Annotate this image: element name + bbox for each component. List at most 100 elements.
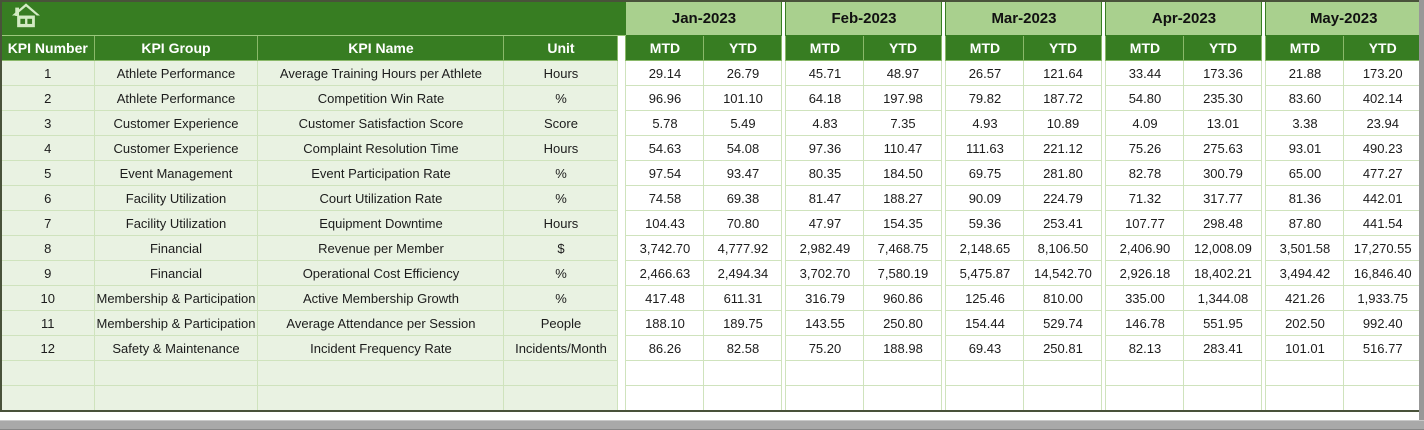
cell-empty[interactable] [1183, 385, 1263, 411]
cell-value[interactable]: 86.26 [625, 335, 705, 361]
cell-kpi-number[interactable]: 12 [0, 335, 95, 361]
cell-value[interactable]: 96.96 [625, 85, 705, 111]
cell-unit[interactable]: Score [503, 110, 619, 136]
header-feb-ytd[interactable]: YTD [863, 35, 943, 61]
cell-empty[interactable] [1183, 360, 1263, 386]
cell-empty[interactable] [785, 385, 865, 411]
cell-empty[interactable] [1023, 360, 1103, 386]
cell-value[interactable]: 300.79 [1183, 160, 1263, 186]
cell-value[interactable]: 110.47 [863, 135, 943, 161]
cell-value[interactable]: 3,702.70 [785, 260, 865, 286]
cell-value[interactable]: 29.14 [625, 60, 705, 86]
cell-unit[interactable]: $ [503, 235, 619, 261]
cell-kpi-group[interactable]: Athlete Performance [93, 85, 259, 111]
cell-value[interactable]: 101.10 [703, 85, 783, 111]
cell-value[interactable]: 154.35 [863, 210, 943, 236]
cell-value[interactable]: 82.58 [703, 335, 783, 361]
cell-empty[interactable] [1265, 385, 1345, 411]
cell-value[interactable]: 5,475.87 [945, 260, 1025, 286]
cell-value[interactable]: 442.01 [1343, 185, 1423, 211]
cell-value[interactable]: 224.79 [1023, 185, 1103, 211]
cell-value[interactable]: 97.54 [625, 160, 705, 186]
month-header-apr[interactable]: Apr-2023 [1105, 0, 1263, 36]
cell-value[interactable]: 283.41 [1183, 335, 1263, 361]
cell-unit[interactable]: % [503, 260, 619, 286]
cell-kpi-group[interactable]: Membership & Participation [93, 310, 259, 336]
cell-value[interactable]: 69.43 [945, 335, 1025, 361]
cell-value[interactable]: 250.81 [1023, 335, 1103, 361]
header-mar-mtd[interactable]: MTD [945, 35, 1025, 61]
cell-value[interactable]: 71.32 [1105, 185, 1185, 211]
cell-value[interactable]: 250.80 [863, 310, 943, 336]
vertical-scrollbar[interactable] [1419, 0, 1424, 420]
cell-value[interactable]: 188.10 [625, 310, 705, 336]
cell-value[interactable]: 125.46 [945, 285, 1025, 311]
cell-kpi-group[interactable]: Facility Utilization [93, 185, 259, 211]
cell-kpi-name[interactable]: Average Training Hours per Athlete [257, 60, 505, 86]
cell-kpi-name[interactable]: Court Utilization Rate [257, 185, 505, 211]
month-header-feb[interactable]: Feb-2023 [785, 0, 943, 36]
cell-empty[interactable] [257, 360, 505, 386]
cell-value[interactable]: 54.80 [1105, 85, 1185, 111]
cell-value[interactable]: 317.77 [1183, 185, 1263, 211]
cell-empty[interactable] [945, 360, 1025, 386]
cell-value[interactable]: 3.38 [1265, 110, 1345, 136]
cell-value[interactable]: 81.47 [785, 185, 865, 211]
cell-value[interactable]: 82.13 [1105, 335, 1185, 361]
cell-kpi-group[interactable]: Customer Experience [93, 135, 259, 161]
cell-value[interactable]: 2,466.63 [625, 260, 705, 286]
cell-value[interactable]: 402.14 [1343, 85, 1423, 111]
header-kpi-number[interactable]: KPI Number [0, 35, 95, 61]
cell-kpi-group[interactable]: Facility Utilization [93, 210, 259, 236]
cell-value[interactable]: 417.48 [625, 285, 705, 311]
cell-value[interactable]: 69.75 [945, 160, 1025, 186]
cell-empty[interactable] [863, 385, 943, 411]
cell-value[interactable]: 64.18 [785, 85, 865, 111]
cell-value[interactable]: 13.01 [1183, 110, 1263, 136]
header-kpi-group[interactable]: KPI Group [93, 35, 259, 61]
cell-value[interactable]: 188.98 [863, 335, 943, 361]
cell-value[interactable]: 5.49 [703, 110, 783, 136]
cell-unit[interactable]: People [503, 310, 619, 336]
cell-kpi-name[interactable]: Revenue per Member [257, 235, 505, 261]
cell-kpi-name[interactable]: Equipment Downtime [257, 210, 505, 236]
cell-value[interactable]: 4.93 [945, 110, 1025, 136]
cell-value[interactable]: 235.30 [1183, 85, 1263, 111]
cell-value[interactable]: 54.08 [703, 135, 783, 161]
cell-value[interactable]: 107.77 [1105, 210, 1185, 236]
cell-kpi-number[interactable]: 1 [0, 60, 95, 86]
header-jan-mtd[interactable]: MTD [625, 35, 705, 61]
cell-value[interactable]: 45.71 [785, 60, 865, 86]
cell-kpi-number[interactable]: 10 [0, 285, 95, 311]
cell-value[interactable]: 5.78 [625, 110, 705, 136]
cell-value[interactable]: 441.54 [1343, 210, 1423, 236]
cell-empty[interactable] [93, 360, 259, 386]
cell-value[interactable]: 173.20 [1343, 60, 1423, 86]
header-unit[interactable]: Unit [503, 35, 619, 61]
cell-empty[interactable] [1023, 385, 1103, 411]
cell-value[interactable]: 2,926.18 [1105, 260, 1185, 286]
cell-value[interactable]: 4.09 [1105, 110, 1185, 136]
cell-empty[interactable] [1265, 360, 1345, 386]
cell-value[interactable]: 33.44 [1105, 60, 1185, 86]
cell-value[interactable]: 93.47 [703, 160, 783, 186]
cell-kpi-number[interactable]: 6 [0, 185, 95, 211]
cell-value[interactable]: 12,008.09 [1183, 235, 1263, 261]
cell-empty[interactable] [863, 360, 943, 386]
cell-empty[interactable] [1105, 360, 1185, 386]
cell-value[interactable]: 75.26 [1105, 135, 1185, 161]
cell-value[interactable]: 82.78 [1105, 160, 1185, 186]
cell-value[interactable]: 992.40 [1343, 310, 1423, 336]
cell-kpi-group[interactable]: Financial [93, 235, 259, 261]
cell-kpi-group[interactable]: Financial [93, 260, 259, 286]
header-apr-ytd[interactable]: YTD [1183, 35, 1263, 61]
cell-empty[interactable] [785, 360, 865, 386]
cell-value[interactable]: 80.35 [785, 160, 865, 186]
cell-value[interactable]: 14,542.70 [1023, 260, 1103, 286]
cell-kpi-group[interactable]: Event Management [93, 160, 259, 186]
cell-kpi-name[interactable]: Competition Win Rate [257, 85, 505, 111]
cell-empty[interactable] [503, 385, 619, 411]
cell-value[interactable]: 79.82 [945, 85, 1025, 111]
header-kpi-name[interactable]: KPI Name [257, 35, 505, 61]
cell-value[interactable]: 281.80 [1023, 160, 1103, 186]
